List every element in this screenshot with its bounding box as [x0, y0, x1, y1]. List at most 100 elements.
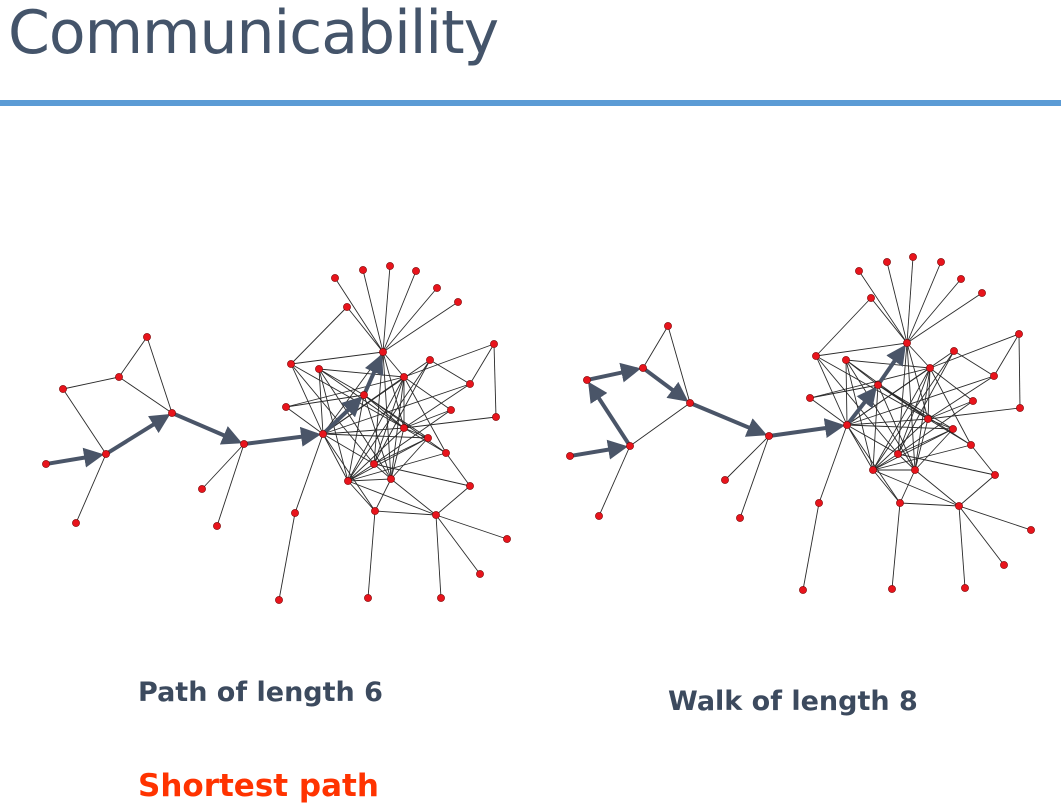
left-network-node [291, 509, 299, 517]
left-network-edge [435, 485, 471, 516]
left-network-node [492, 413, 500, 421]
left-network-node [503, 535, 511, 543]
right-walk-arrow [588, 362, 642, 383]
left-network-node [240, 440, 248, 448]
left-network-edge [403, 427, 429, 439]
left-network-node [442, 449, 450, 457]
left-network-edge [374, 510, 437, 516]
right-network-node [812, 352, 820, 360]
right-network-node [799, 586, 807, 594]
title-divider [0, 100, 1061, 106]
left-path-arrow [245, 426, 322, 447]
left-network-node [143, 333, 151, 341]
right-network-edge [818, 424, 848, 504]
right-network-edges [569, 256, 1032, 591]
right-network-node [903, 339, 911, 347]
right-network-node [961, 584, 969, 592]
left-network-edge [382, 265, 391, 353]
right-network-node [639, 364, 647, 372]
left-network-edge [294, 433, 324, 514]
right-network-edge [929, 367, 972, 446]
left-network-node [466, 482, 474, 490]
right-network-edge [872, 367, 931, 471]
left-network-edge [390, 437, 429, 480]
left-network-edge [322, 433, 429, 439]
left-network-node [168, 409, 176, 417]
left-path-arrow [47, 447, 105, 468]
right-network-edge [906, 261, 942, 344]
right-network-node [926, 364, 934, 372]
left-network-edge [403, 376, 452, 411]
left-network-node [359, 266, 367, 274]
left-network-node [72, 519, 80, 527]
right-network-node [664, 322, 672, 330]
left-network-node [287, 360, 295, 368]
left-network-edge [75, 453, 107, 524]
right-network-edge [899, 469, 916, 504]
left-network-edge [435, 514, 442, 599]
left-network-edge [118, 336, 148, 378]
left-network-edge [146, 336, 173, 414]
left-network-edge [285, 376, 405, 408]
shortest-path-label: Shortest path [138, 768, 379, 804]
right-network-node [1027, 526, 1035, 534]
left-path-arrows [47, 353, 384, 468]
left-network-edge [435, 514, 481, 575]
left-network-edge [429, 359, 471, 385]
right-network-edge [958, 474, 996, 507]
left-network-node [102, 450, 110, 458]
left-network-edge [347, 359, 431, 482]
right-network-edge [929, 333, 1020, 369]
left-network-node [386, 262, 394, 270]
left-network-node [344, 477, 352, 485]
right-network-edge [809, 367, 931, 399]
left-network-node [213, 522, 221, 530]
right-network-edge [872, 453, 899, 471]
left-network-edge [334, 277, 384, 353]
left-network-edge [318, 368, 392, 480]
right-network-edge [958, 505, 1005, 566]
left-network-edge [347, 437, 429, 482]
right-walk-arrow [571, 439, 629, 460]
left-network-edge [322, 433, 376, 512]
right-network-edge [929, 367, 974, 402]
left-network-edge [322, 433, 349, 482]
left-network-node [400, 373, 408, 381]
right-network-edge [845, 359, 879, 386]
left-network-edge [390, 427, 405, 480]
left-network-node [400, 424, 408, 432]
left-network-edge [347, 463, 375, 482]
right-network-node [911, 466, 919, 474]
left-network-node [319, 430, 327, 438]
left-network-node [59, 385, 67, 393]
left-network-edge [201, 443, 245, 490]
left-network-node [282, 403, 290, 411]
right-network-edge [629, 402, 691, 447]
right-network-edge [598, 445, 631, 517]
left-network-edge [403, 383, 471, 429]
left-network-edge [403, 427, 447, 454]
left-network-edge [347, 427, 405, 482]
right-network-nodes [566, 253, 1035, 594]
right-network-edge [739, 435, 770, 519]
left-network-node [379, 348, 387, 356]
right-network-edge [815, 297, 872, 357]
right-network-node [583, 376, 591, 384]
left-network-edge [367, 510, 376, 599]
left-network-edge [290, 363, 405, 429]
left-network-edge [403, 376, 447, 454]
right-network-edge [872, 418, 929, 471]
right-network-node [566, 452, 574, 460]
left-network-edge [493, 343, 497, 418]
left-network-node [331, 274, 339, 282]
left-network-edge [290, 363, 324, 435]
right-network-edge [815, 355, 929, 420]
right-network-edge [877, 384, 972, 446]
left-network-edge [318, 368, 365, 396]
left-network-edge [62, 388, 107, 455]
left-network-node [490, 340, 498, 348]
right-network-edge [815, 355, 848, 426]
right-network-node [1000, 561, 1008, 569]
left-network-node [364, 594, 372, 602]
